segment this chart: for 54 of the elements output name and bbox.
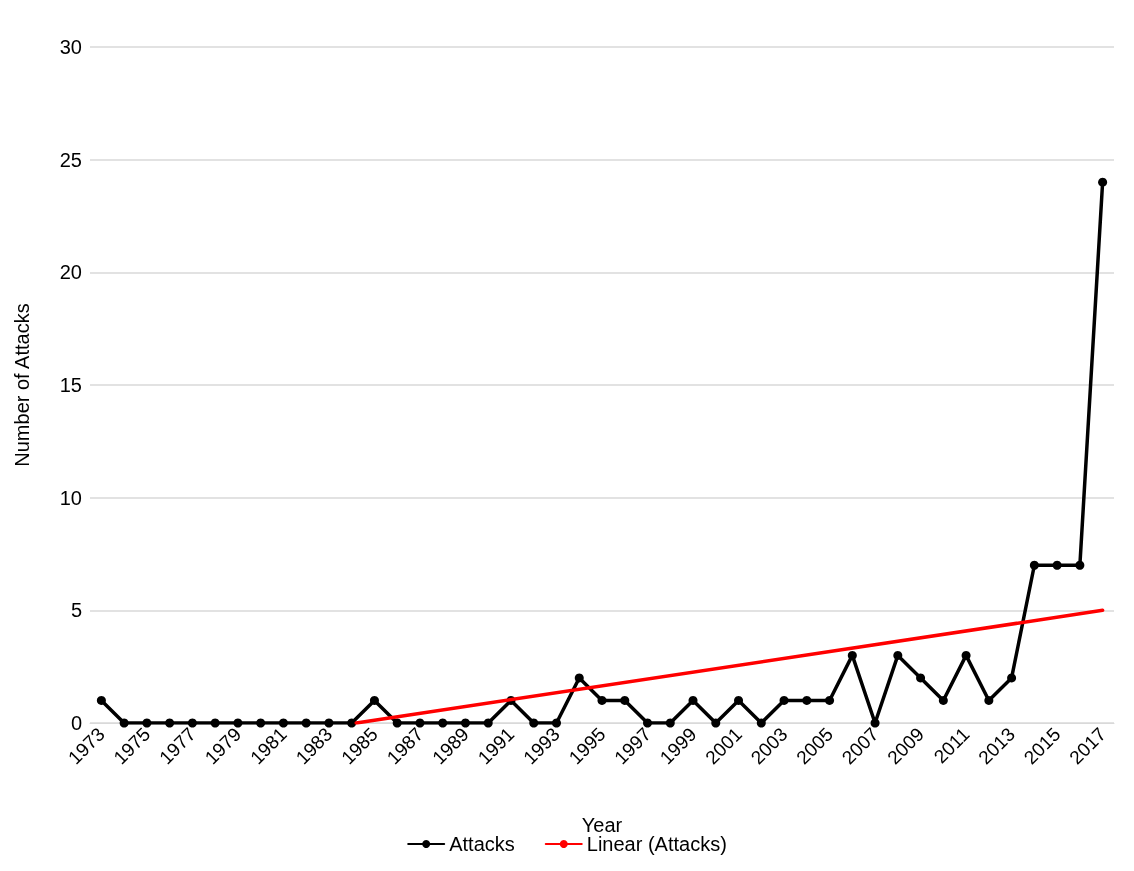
point — [552, 718, 561, 728]
point — [1029, 560, 1039, 570]
y-tick-label: 10 — [59, 486, 82, 509]
point — [574, 673, 584, 683]
point — [665, 718, 675, 728]
point — [756, 718, 766, 728]
point — [96, 695, 106, 705]
point — [256, 718, 266, 728]
point — [1098, 177, 1108, 187]
point — [438, 718, 448, 728]
y-axis-title: Number of Attacks — [11, 303, 33, 467]
point — [415, 718, 425, 728]
point — [210, 718, 220, 728]
legend-label: Attacks — [449, 833, 515, 855]
point — [165, 718, 175, 728]
point — [1052, 560, 1062, 570]
point — [1075, 560, 1085, 570]
point — [711, 718, 721, 728]
y-tick-label: 25 — [59, 148, 82, 171]
y-tick-label: 15 — [59, 374, 82, 396]
point — [984, 695, 994, 705]
point — [870, 718, 880, 728]
point — [825, 695, 835, 705]
point — [119, 718, 129, 728]
y-tick-label: 30 — [59, 36, 82, 58]
point — [802, 695, 812, 705]
point — [847, 650, 857, 660]
point — [392, 718, 402, 728]
point — [369, 695, 379, 705]
point — [278, 718, 288, 728]
y-tick-label: 5 — [70, 599, 82, 622]
point — [529, 718, 539, 728]
point — [643, 718, 653, 728]
point — [233, 718, 243, 728]
point — [460, 718, 470, 728]
y-tick-label: 0 — [70, 712, 82, 734]
point — [961, 650, 971, 660]
point — [301, 718, 311, 728]
y-tick-label: 20 — [59, 261, 82, 284]
point — [324, 718, 334, 728]
point — [734, 695, 744, 705]
point — [916, 673, 926, 683]
point — [187, 718, 197, 728]
point — [1007, 673, 1017, 683]
x-axis-title: Year — [581, 814, 623, 836]
point — [779, 695, 789, 705]
point — [688, 695, 698, 705]
point — [620, 695, 630, 705]
point — [142, 718, 152, 728]
point — [938, 695, 948, 705]
point — [893, 650, 903, 660]
point — [597, 695, 607, 705]
legend-label: Linear (Attacks) — [586, 833, 727, 855]
point — [483, 718, 493, 728]
